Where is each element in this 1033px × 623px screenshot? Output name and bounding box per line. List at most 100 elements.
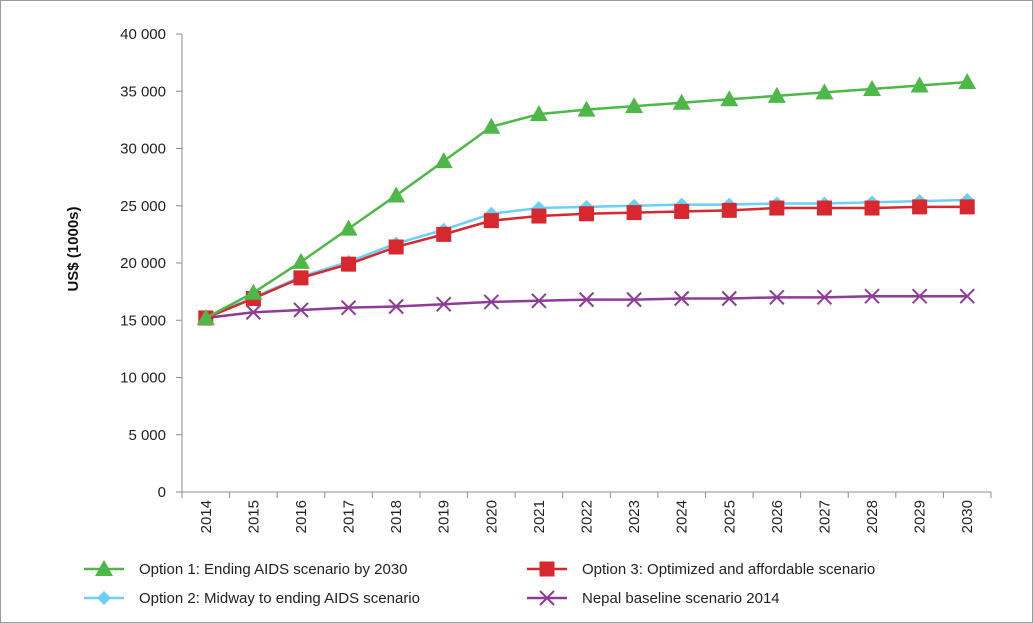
data-point [864, 200, 880, 216]
data-point [625, 97, 644, 114]
data-point-stroke [340, 299, 357, 316]
x-tick-label: 2017 [341, 500, 358, 533]
legend-label: Option 3: Optimized and affordable scena… [582, 561, 875, 578]
x-tick-label: 2027 [816, 500, 833, 533]
data-point-stroke [293, 302, 309, 318]
legend-item-1: Option 1: Ending AIDS scenario by 2030 [84, 560, 408, 578]
x-tick-label: 2028 [864, 500, 881, 533]
series-3 [198, 199, 975, 326]
data-point [436, 226, 452, 242]
data-point [339, 219, 358, 236]
data-point [769, 200, 785, 216]
series-1 [196, 73, 977, 325]
data-point [434, 152, 453, 169]
data-point [483, 294, 500, 310]
data-point-stroke [769, 289, 785, 306]
data-point-stroke [539, 590, 555, 606]
data-point [388, 239, 404, 255]
legend-label: Nepal baseline scenario 2014 [582, 590, 780, 607]
data-point-stroke [483, 294, 500, 310]
data-point [293, 302, 309, 318]
data-point-stroke [959, 288, 975, 304]
series-4 [198, 288, 975, 326]
data-point-stroke [245, 304, 262, 320]
data-point [245, 304, 262, 320]
legend-item-3: Option 3: Optimized and affordable scena… [527, 561, 875, 578]
x-tick-label: 2030 [959, 500, 976, 533]
x-tick-label: 2019 [436, 500, 453, 533]
data-point [340, 299, 357, 316]
legend-label: Option 1: Ending AIDS scenario by 2030 [139, 561, 408, 578]
data-point [97, 591, 111, 605]
data-point [483, 213, 499, 229]
data-point [293, 270, 309, 286]
data-point-stroke [816, 289, 833, 306]
data-point [816, 289, 833, 306]
data-point [816, 200, 832, 216]
data-point [626, 291, 642, 308]
data-point [529, 105, 548, 122]
data-point-stroke [578, 291, 595, 308]
x-tick-label: 2020 [483, 500, 500, 533]
data-point [291, 252, 310, 269]
y-axis-title: US$ (1000s) [65, 206, 82, 291]
x-tick-label: 2025 [721, 500, 738, 533]
data-point [769, 289, 785, 306]
data-point [539, 561, 555, 577]
data-point [910, 76, 929, 93]
data-point [531, 208, 547, 224]
x-tick-label: 2022 [579, 500, 596, 533]
series-line [205, 205, 968, 320]
data-point [196, 308, 215, 325]
x-tick-label: 2023 [626, 500, 643, 533]
data-point [672, 93, 691, 110]
x-axis: 2014 2015 2016 2017 2018 2019 2020 2021 2022 2023… [181, 491, 992, 533]
x-tick-label: 2014 [198, 500, 215, 533]
data-point [436, 296, 452, 312]
legend: Option 1: Ending AIDS scenario by 2030 Op… [84, 560, 875, 607]
data-point [95, 560, 113, 576]
data-point [674, 203, 690, 219]
x-tick-label: 2026 [769, 500, 786, 533]
legend-item-2: Option 2: Midway to ending AIDS scenario [84, 590, 420, 607]
y-tick-label: 35 000 [120, 83, 166, 100]
data-point-stroke [864, 288, 880, 304]
data-point [388, 298, 404, 315]
data-point-stroke [626, 291, 642, 308]
data-point [539, 590, 555, 606]
y-tick-label: 30 000 [120, 141, 166, 158]
data-point [387, 186, 406, 203]
x-tick-label: 2018 [388, 500, 405, 533]
data-point [767, 86, 786, 103]
y-tick-label: 40 000 [120, 26, 166, 43]
data-point [815, 83, 834, 100]
data-point [720, 90, 739, 107]
x-tick-label: 2029 [912, 500, 929, 533]
x-tick-label: 2015 [245, 500, 262, 533]
data-point-stroke [673, 290, 690, 307]
y-tick-label: 20 000 [120, 255, 166, 272]
data-point-stroke [436, 296, 452, 312]
y-tick-label: 10 000 [120, 370, 166, 387]
x-tick-label: 2021 [531, 500, 548, 533]
y-axis: 0 5 000 10 000 15 000 20 000 25 000 30 000 35 0… [120, 26, 183, 501]
series-layer [196, 73, 977, 326]
data-point-stroke [531, 293, 547, 309]
y-tick-label: 25 000 [120, 198, 166, 215]
data-point [721, 202, 737, 218]
legend-label: Option 2: Midway to ending AIDS scenario [139, 590, 420, 607]
legend-item-4: Nepal baseline scenario 2014 [527, 590, 780, 607]
data-point-stroke [911, 288, 928, 304]
data-point [912, 199, 928, 215]
data-point [577, 100, 596, 117]
data-point [244, 283, 263, 300]
data-point [959, 288, 975, 304]
data-point-stroke [721, 290, 737, 307]
data-point [911, 288, 928, 304]
data-point [482, 117, 501, 134]
data-point [864, 288, 880, 304]
data-point [579, 206, 594, 222]
x-tick-label: 2016 [293, 500, 310, 533]
